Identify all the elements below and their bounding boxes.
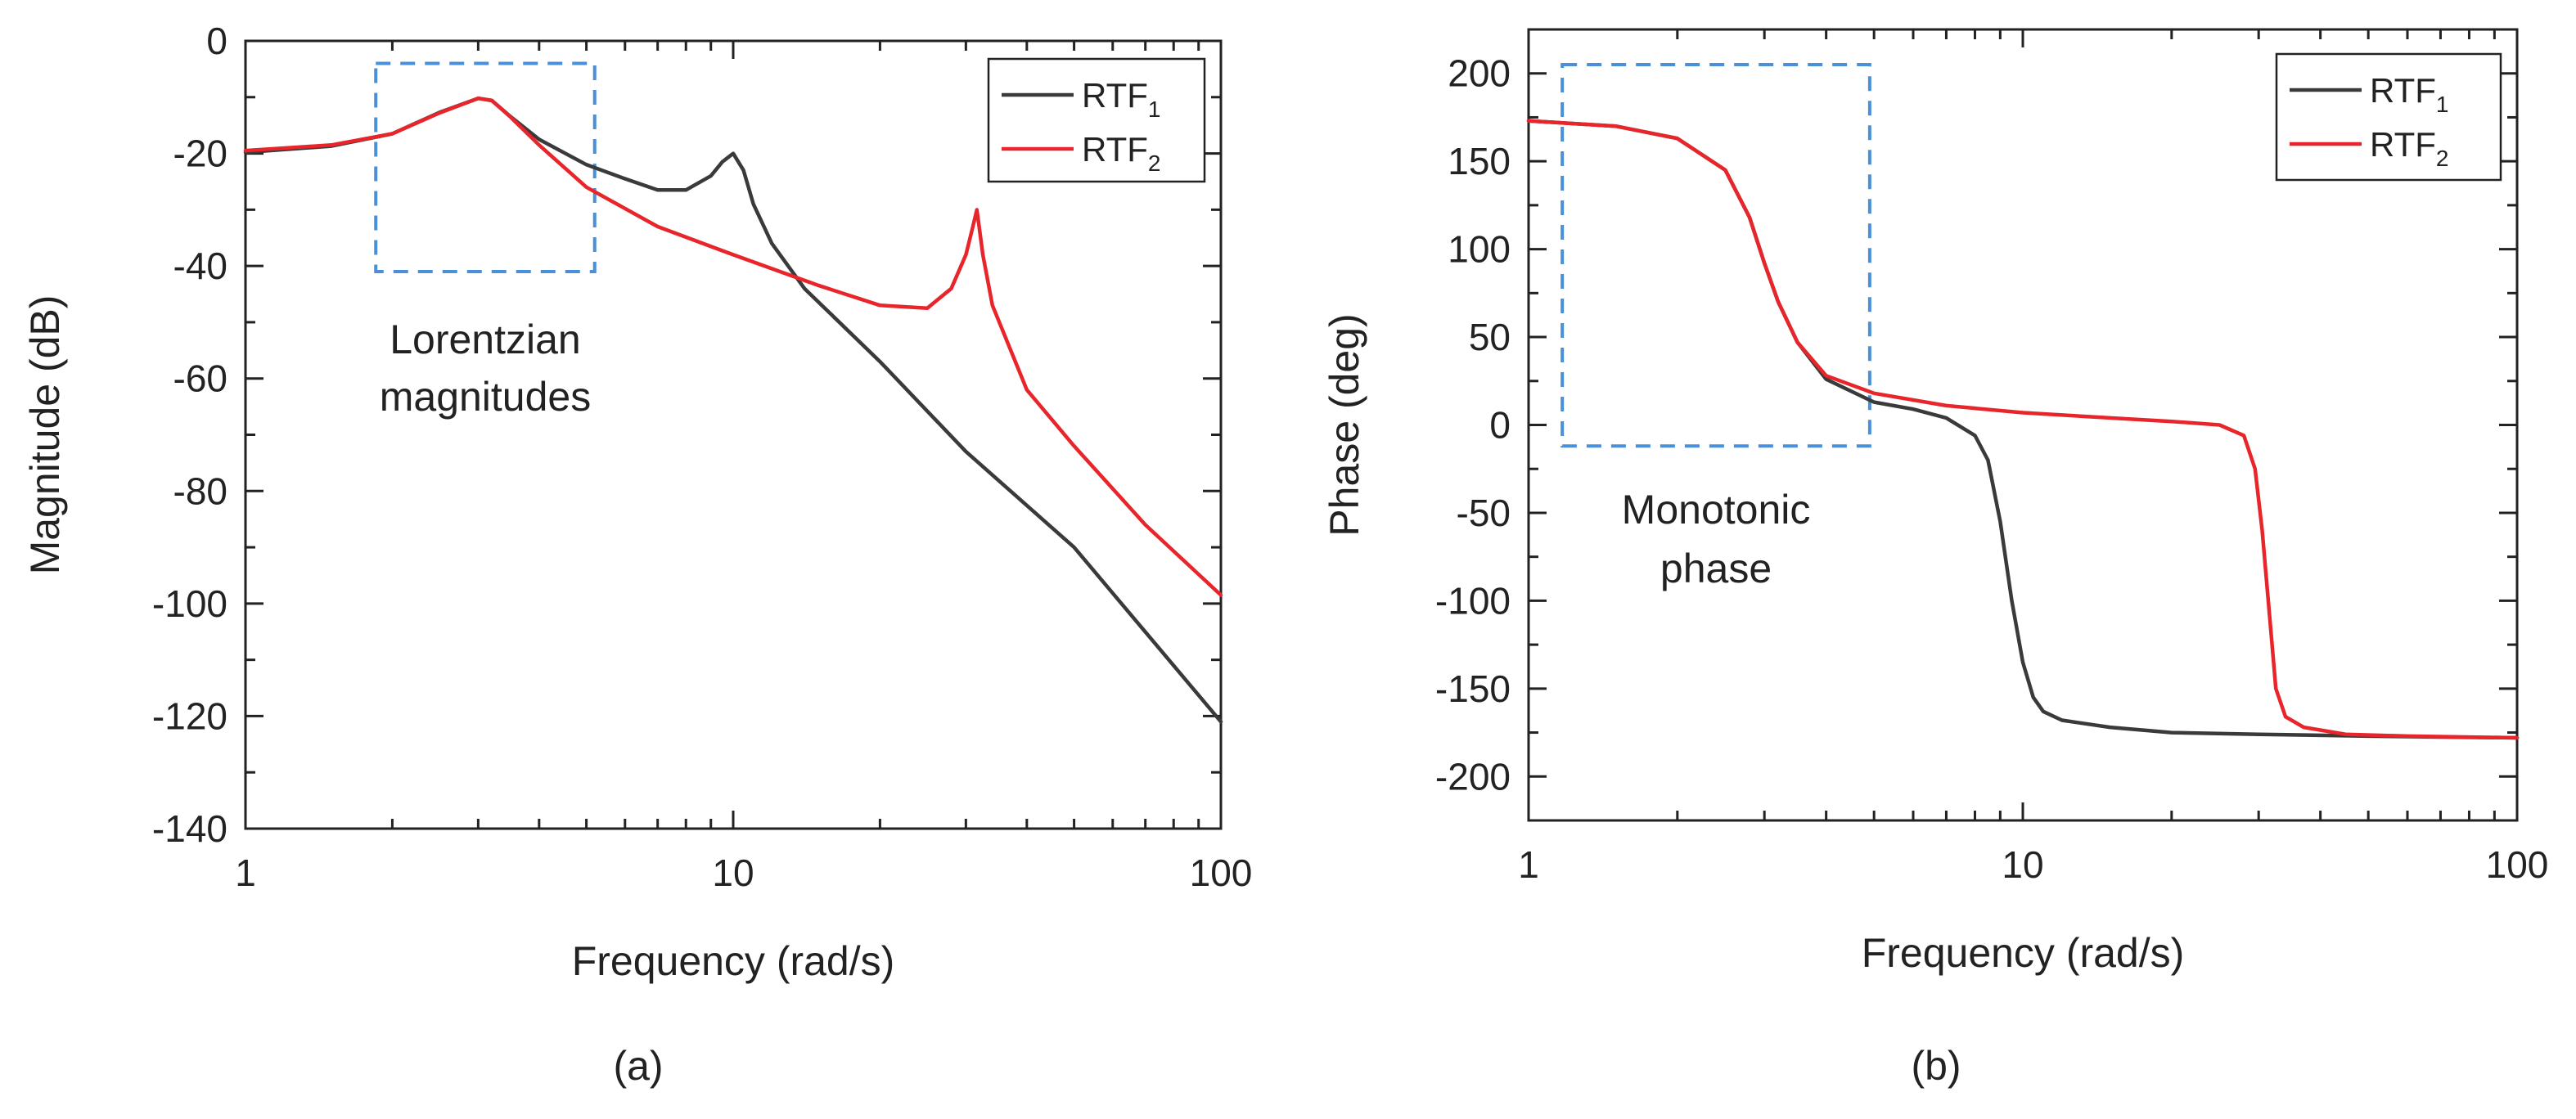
legend-label: RTF2 <box>2370 125 2448 171</box>
legend: RTF1 RTF2 <box>987 57 1206 183</box>
y-tick-label: 0 <box>206 20 227 62</box>
y-tick-label: -140 <box>152 807 227 850</box>
x-tick-label: 1 <box>1518 843 1539 886</box>
caption-a: (a) <box>613 1043 663 1089</box>
legend-box <box>2275 52 2502 182</box>
x-axis-title: Frequency (rad/s) <box>572 938 895 984</box>
x-axis-title: Frequency (rad/s) <box>1862 930 2185 976</box>
y-tick-label: -20 <box>173 133 227 175</box>
y-tick-label: 0 <box>1489 404 1511 447</box>
series-line-rtf2 <box>243 96 1223 597</box>
annotation-label: Monotonic <box>1622 487 1811 533</box>
annotation-label: Lorentzian <box>390 317 581 362</box>
legend-box <box>987 57 1206 183</box>
y-tick-label: -100 <box>1435 579 1511 622</box>
highlight-box <box>1560 62 1871 448</box>
chart-panel-b: 1 10 100 200 150 100 50 0 -50 -100 -150 -200 Frequen… <box>1322 28 2549 976</box>
y-tick-label: -80 <box>173 470 227 512</box>
y-tick-label: -50 <box>1457 492 1511 534</box>
y-tick-label: -100 <box>152 582 227 625</box>
y-tick-label: 100 <box>1448 228 1511 271</box>
y-tick-label: -150 <box>1435 667 1511 710</box>
x-tick-label: 10 <box>2002 843 2043 886</box>
x-tick-label: 100 <box>2486 843 2549 886</box>
y-tick-label: 150 <box>1448 140 1511 182</box>
y-tick-label: -120 <box>152 694 227 737</box>
legend-label: RTF2 <box>1082 130 1160 176</box>
y-tick-label: -200 <box>1435 755 1511 798</box>
caption-b: (b) <box>1911 1043 1961 1089</box>
series-line-rtf2 <box>1526 119 2520 740</box>
y-tick-label: 200 <box>1448 52 1511 95</box>
y-axis-title: Magnitude (dB) <box>22 295 68 575</box>
x-tick-label: 100 <box>1190 852 1253 894</box>
legend-label: RTF1 <box>2370 71 2448 117</box>
y-tick-label: -60 <box>173 357 227 400</box>
y-tick-label: -40 <box>173 245 227 287</box>
x-tick-label: 1 <box>235 852 256 894</box>
legend: RTF1 RTF2 <box>2275 52 2502 182</box>
legend-label: RTF1 <box>1082 76 1160 122</box>
annotation-label: magnitudes <box>380 374 592 420</box>
y-tick-label: 50 <box>1469 316 1511 358</box>
y-axis-title: Phase (deg) <box>1322 313 1367 536</box>
annotation-label: phase <box>1660 546 1772 591</box>
x-tick-label: 10 <box>712 852 754 894</box>
chart-panel-a: 1 10 100 0 -20 -40 -60 -80 -100 -120 -140 Frequency… <box>22 20 1252 984</box>
